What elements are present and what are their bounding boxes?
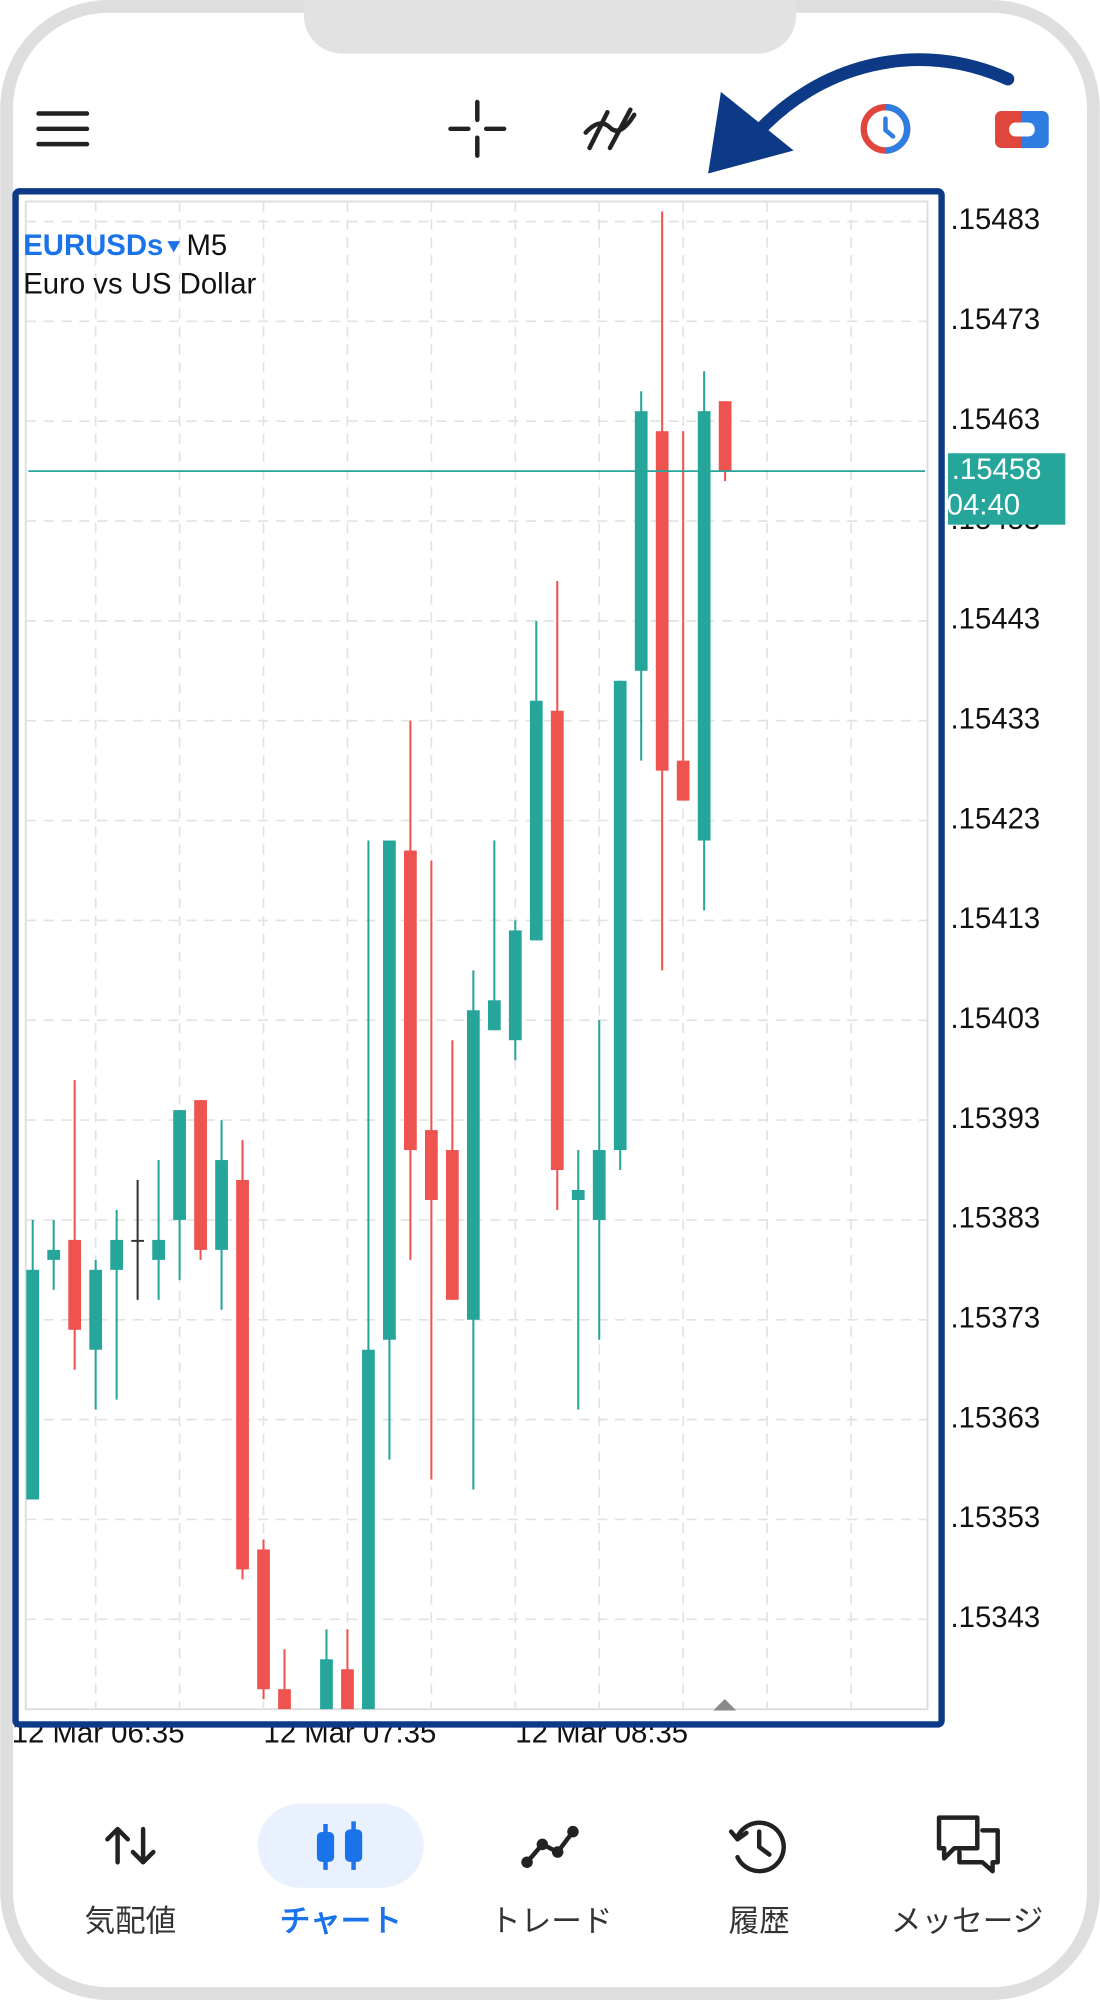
symbol-dropdown[interactable] (167, 241, 181, 253)
candle-body (676, 760, 690, 801)
y-tick-label: .15383 (951, 1202, 1041, 1235)
current-price-label: .15458 (952, 453, 1042, 486)
candle-body (592, 1150, 606, 1220)
candle-body (26, 1269, 40, 1500)
history-icon (728, 1820, 786, 1874)
y-tick-label: .15393 (951, 1102, 1041, 1135)
candle-body (68, 1239, 82, 1330)
indicator-icon (583, 112, 637, 135)
quotes-icon (105, 1826, 156, 1865)
y-tick-label: .15423 (951, 802, 1041, 835)
timeframe-button[interactable] (860, 103, 911, 154)
candle-body (278, 1689, 291, 1710)
candle-body (571, 1189, 585, 1200)
candle-body (131, 1239, 145, 1242)
price-axis: .15343 .15353 .15363 .15373 .15383 .15393 .154… (947, 203, 1066, 1634)
notch (303, 0, 797, 54)
symbol[interactable]: EURUSDs (23, 229, 163, 262)
candle-body (425, 1130, 438, 1200)
candle-body (445, 1150, 459, 1300)
candle-body (152, 1239, 165, 1260)
nav-label[interactable]: メッセージ (891, 1905, 1043, 1939)
candle-body (613, 680, 627, 1151)
candle-body (236, 1180, 249, 1570)
countdown: 04:40 (947, 489, 1020, 522)
timeframe: M5 (186, 229, 227, 262)
y-tick-label: .15443 (951, 603, 1041, 636)
chart-overlay: EURUSDs M5 Euro vs US Dollar (23, 229, 256, 300)
highlight-frame (12, 188, 945, 1728)
candle-body (110, 1239, 124, 1270)
menu-button[interactable] (36, 111, 90, 147)
scroll-marker (713, 1698, 737, 1711)
clock-hand (883, 116, 896, 139)
candle-body (529, 700, 543, 941)
candle-body (257, 1549, 270, 1690)
candle-body (697, 411, 711, 841)
messages-icon (936, 1815, 1000, 1874)
chart-icon (316, 1821, 363, 1870)
nav-label[interactable]: 気配値 (84, 1905, 176, 1939)
candle-body (383, 840, 396, 1340)
annotation-arrow (746, 53, 1015, 145)
y-tick-label: .15413 (951, 902, 1041, 935)
y-tick-label: .15343 (951, 1601, 1041, 1634)
y-tick-label: .15363 (951, 1401, 1041, 1434)
annotation-arrowhead (708, 91, 794, 174)
y-tick-label: .15403 (951, 1002, 1041, 1035)
trade-icon (521, 1825, 579, 1868)
y-tick-label: .15373 (951, 1302, 1041, 1335)
candle-body (89, 1269, 103, 1350)
toggle-left (995, 110, 1022, 148)
candle-body (634, 411, 648, 671)
nav-selected-pill (257, 1803, 424, 1888)
indicator-button[interactable] (583, 107, 637, 151)
candle-body (362, 1349, 375, 1710)
indicator-icon (587, 107, 633, 151)
y-tick-label: .15433 (951, 702, 1041, 735)
bottom-navigation: 気配値 チャート トレード 履歴 メッセージ (84, 1803, 1043, 1939)
candle-body (173, 1110, 186, 1220)
candle-body (487, 1000, 501, 1031)
y-tick-label: .15463 (951, 403, 1041, 436)
candle-body (466, 1010, 480, 1320)
candle-body (550, 710, 564, 1171)
current-price-tag (947, 453, 1066, 525)
candle-body (47, 1249, 61, 1260)
nav-label[interactable]: トレード (490, 1905, 612, 1939)
nav-label[interactable]: 履歴 (729, 1905, 790, 1939)
candle-body (320, 1659, 333, 1710)
toggle-knob (1009, 122, 1035, 137)
horizontal-grid (25, 220, 928, 1621)
candles (26, 211, 925, 1710)
candle-body (718, 401, 732, 472)
candle-body (655, 431, 669, 771)
candle-body (194, 1100, 207, 1250)
nav-label[interactable]: チャート (280, 1905, 402, 1939)
symbol-description: Euro vs US Dollar (23, 267, 256, 300)
plot-area (24, 200, 929, 1711)
candle-body (215, 1160, 228, 1250)
candle-body (404, 850, 417, 1151)
chart: .15343 .15353 .15363 .15373 .15383 .15393 .154… (12, 200, 1066, 1749)
candle-body (341, 1669, 354, 1710)
crosshair-button[interactable] (448, 99, 507, 158)
y-tick-label: .15353 (951, 1501, 1041, 1534)
y-tick-label: .15473 (951, 303, 1041, 336)
clock-ring-half (885, 103, 911, 154)
y-tick-label: .15483 (951, 203, 1041, 236)
candle-body (508, 930, 522, 1041)
trade-toggle-button[interactable] (995, 110, 1049, 148)
